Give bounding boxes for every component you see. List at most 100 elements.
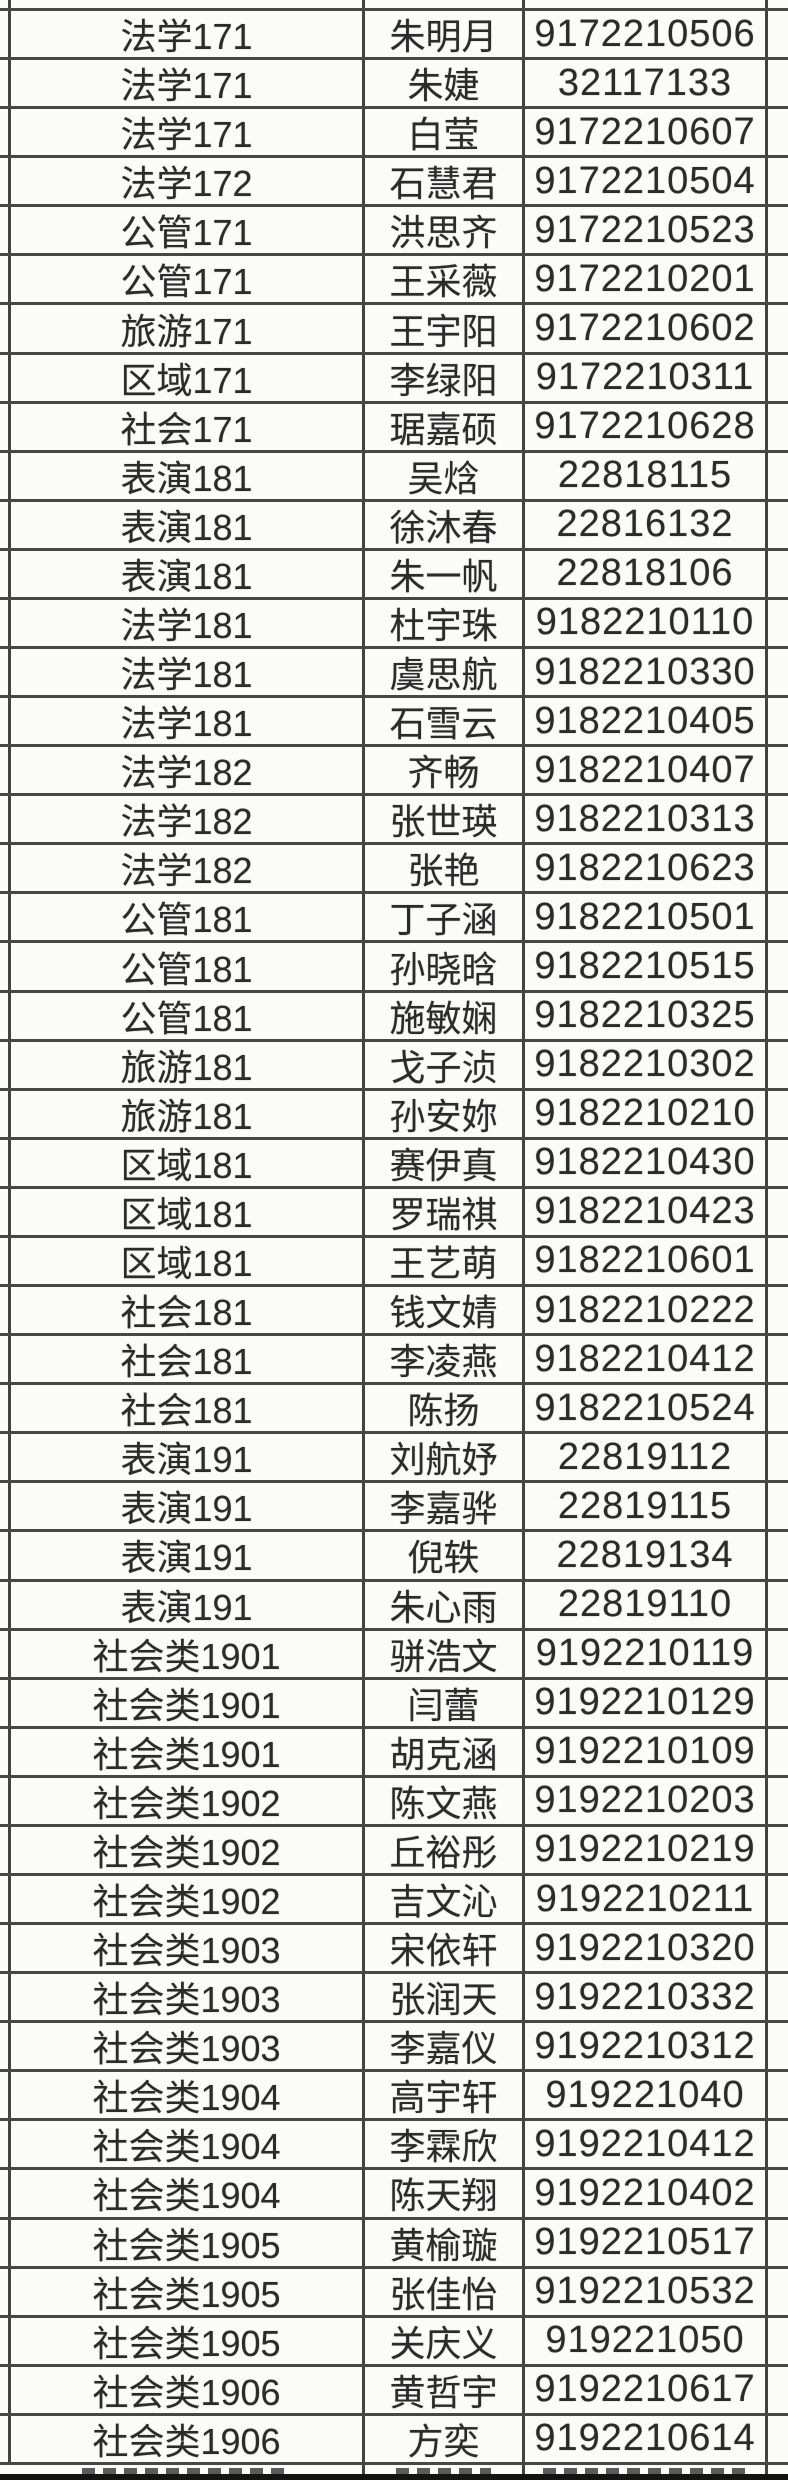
- class-cell: 区域181: [11, 1139, 365, 1186]
- name-cell: 吴焓: [365, 452, 525, 499]
- right-edge-column: [768, 1974, 788, 2020]
- left-edge-column: [0, 1875, 11, 1923]
- left-edge-column: [0, 2023, 11, 2070]
- right-edge-column: [768, 1434, 788, 1480]
- student-id-cell: 9192210219: [525, 1826, 768, 1873]
- name-cell: 齐畅: [365, 747, 525, 794]
- right-edge-column: [768, 747, 788, 793]
- table-row: 旅游181 戈子浈 9182210302: [0, 1041, 788, 1091]
- class-cell: 社会类1906: [11, 2366, 365, 2413]
- student-id-cell: 9182210222: [525, 1287, 768, 1334]
- top-cropped-row: [0, 0, 788, 11]
- student-id-cell: 9192210203: [525, 1777, 768, 1824]
- student-id-cell: 919221050: [525, 2317, 768, 2364]
- right-edge-column: [768, 943, 788, 989]
- student-id-cell: 9192210412: [525, 2121, 768, 2168]
- left-edge-column: [0, 2415, 11, 2462]
- cropped-glyph-tops: [396, 2467, 491, 2477]
- table-row: 社会171 琚嘉硕 9172210628: [0, 403, 788, 453]
- left-edge-column: [0, 747, 11, 794]
- right-edge-column: [768, 2318, 788, 2364]
- class-cell: 社会类1905: [11, 2268, 365, 2315]
- right-edge-column: [768, 551, 788, 597]
- table-row: 社会类1901 胡克涵 9192210109: [0, 1728, 788, 1778]
- class-cell: 社会类1903: [11, 1974, 365, 2021]
- right-edge-column: [768, 1042, 788, 1088]
- left-edge-column: [0, 649, 11, 696]
- student-id-cell: 9182210412: [525, 1336, 768, 1383]
- student-id-cell: 9192210129: [525, 1679, 768, 1726]
- student-id-cell: 9192210517: [525, 2219, 768, 2266]
- class-cell: 社会类1906: [11, 2415, 365, 2462]
- student-id-cell: 9172210523: [525, 207, 768, 254]
- student-id-cell: 22816132: [525, 501, 768, 548]
- name-cell: 陈扬: [365, 1385, 525, 1432]
- table-row: 社会类1901 闫蕾 9192210129: [0, 1679, 788, 1729]
- name-cell: 高宇轩: [365, 2072, 525, 2119]
- table-row: 公管181 丁子涵 9182210501: [0, 894, 788, 944]
- student-id-cell: 9182210515: [525, 943, 768, 990]
- table-row: 区域181 罗瑞祺 9182210423: [0, 1188, 788, 1238]
- right-edge-column: [768, 1631, 788, 1677]
- class-cell: 公管171: [11, 207, 365, 254]
- left-edge-column: [0, 60, 11, 107]
- name-cell: 张佳怡: [365, 2268, 525, 2315]
- class-cell: [11, 0, 365, 8]
- right-edge-column: [768, 1336, 788, 1382]
- class-cell: 公管171: [11, 256, 365, 303]
- student-id-cell: 9172210201: [525, 256, 768, 303]
- right-edge-column: [768, 1729, 788, 1775]
- student-id-cell: 32117133: [525, 60, 768, 107]
- name-cell: 虞思航: [365, 649, 525, 696]
- table-row: 社会类1906 黄哲宇 9192210617: [0, 2366, 788, 2416]
- class-cell: 社会类1901: [11, 1728, 365, 1775]
- class-cell: 社会类1902: [11, 1777, 365, 1824]
- student-id-cell: 22818106: [525, 550, 768, 597]
- class-cell: 公管181: [11, 943, 365, 990]
- left-edge-column: [0, 1139, 11, 1186]
- name-cell: 张润天: [365, 1974, 525, 2021]
- name-cell: 戈子浈: [365, 1041, 525, 1088]
- name-cell: 杜宇珠: [365, 599, 525, 647]
- left-edge-column: [0, 452, 11, 499]
- name-cell: 李凌燕: [365, 1336, 525, 1383]
- left-edge-column: [0, 158, 11, 205]
- table-row: 法学182 齐畅 9182210407: [0, 747, 788, 797]
- student-id-cell: 9182210210: [525, 1090, 768, 1137]
- left-edge-column: [0, 1041, 11, 1088]
- class-cell: 法学171: [11, 11, 365, 58]
- table-row: 社会类1905 张佳怡 9192210532: [0, 2268, 788, 2318]
- student-id-cell: 919221040: [525, 2072, 768, 2119]
- cropped-glyph-tops: [542, 2467, 748, 2477]
- table-row: 公管181 孙晓晗 9182210515: [0, 943, 788, 993]
- class-cell: 社会类1904: [11, 2121, 365, 2168]
- left-edge-column: [0, 1974, 11, 2021]
- left-edge-column: [0, 403, 11, 450]
- student-id-cell: 9192210617: [525, 2366, 768, 2413]
- right-edge-column: [768, 1091, 788, 1137]
- table-row: 法学171 朱明月 9172210506: [0, 11, 788, 61]
- right-edge-column: [768, 2170, 788, 2216]
- student-id-cell: 9182210330: [525, 649, 768, 696]
- student-id-cell: 9182210501: [525, 894, 768, 941]
- name-cell: 李霖欣: [365, 2121, 525, 2168]
- name-cell: 孙晓晗: [365, 943, 525, 990]
- table-row: 表演181 吴焓 22818115: [0, 452, 788, 502]
- left-edge-column: [0, 1090, 11, 1137]
- table-row: 社会类1902 陈文燕 9192210203: [0, 1777, 788, 1827]
- student-id-cell: 9182210407: [525, 747, 768, 794]
- left-edge-column: [0, 2268, 11, 2315]
- table-row: 社会类1905 关庆义 919221050: [0, 2317, 788, 2367]
- student-id-cell: 9172210602: [525, 305, 768, 352]
- name-cell: 朱一帆: [365, 550, 525, 597]
- right-edge-column: [768, 1385, 788, 1431]
- table-row: 社会类1904 李霖欣 9192210412: [0, 2121, 788, 2171]
- student-id-cell: 9182210601: [525, 1237, 768, 1285]
- left-edge-column: [0, 1287, 11, 1334]
- name-cell: 黄哲宇: [365, 2366, 525, 2413]
- student-id-cell: 9172210506: [525, 11, 768, 58]
- class-cell: 区域181: [11, 1188, 365, 1235]
- class-cell: 表演181: [11, 550, 365, 597]
- left-edge-column: [0, 0, 11, 8]
- table-row: 旅游171 王宇阳 9172210602: [0, 305, 788, 355]
